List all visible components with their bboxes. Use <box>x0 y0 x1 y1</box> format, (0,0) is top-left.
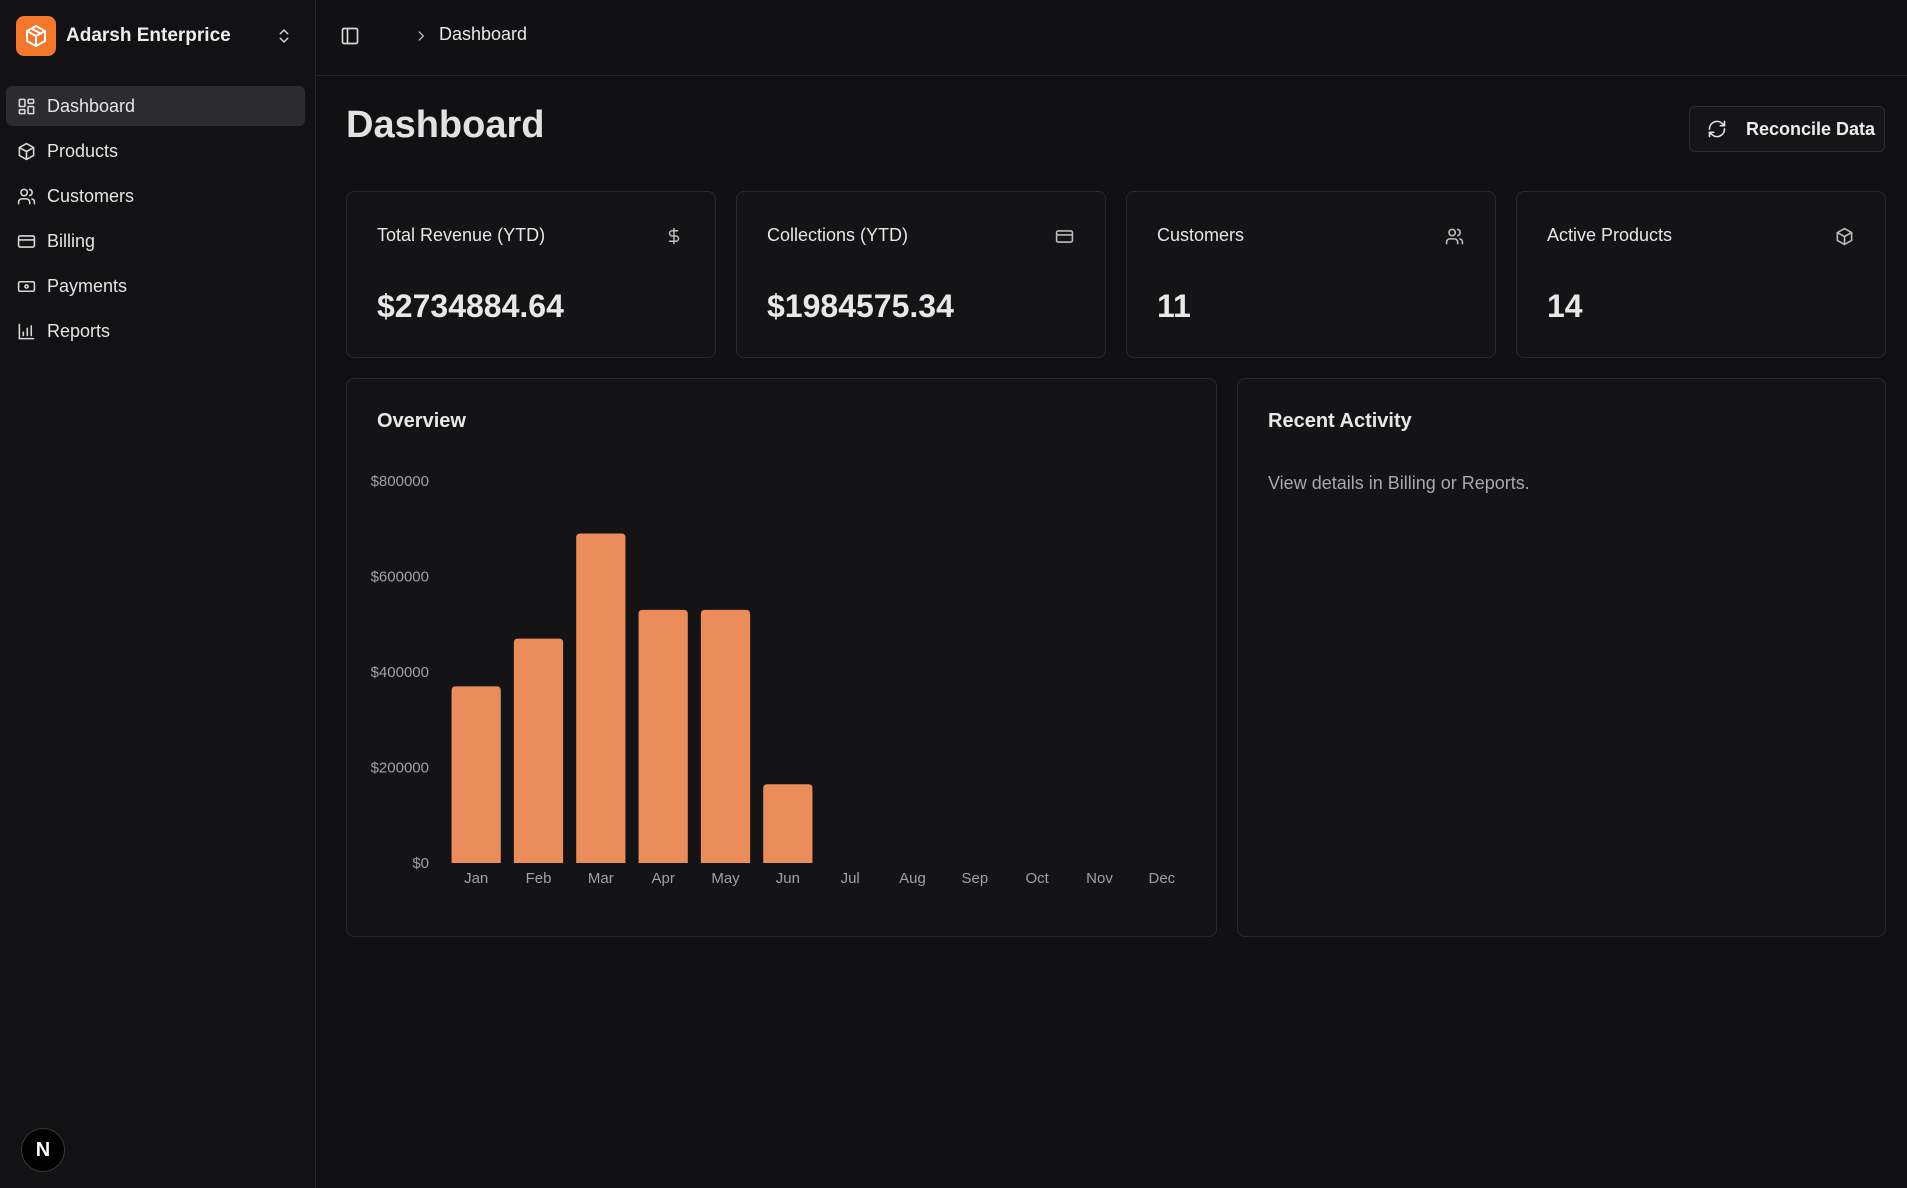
y-tick-label: $800000 <box>371 473 429 490</box>
x-tick-label: Nov <box>1086 870 1113 887</box>
recent-activity-text: View details in Billing or Reports. <box>1268 473 1530 493</box>
reconcile-label: Reconcile Data <box>1746 118 1876 139</box>
x-tick-label: Dec <box>1148 870 1175 887</box>
sidebar-nav: Dashboard Products Customers <box>6 86 305 356</box>
sidebar-item-label: Products <box>47 140 119 161</box>
x-tick-label: Mar <box>588 870 614 887</box>
x-tick-label: Jul <box>841 870 860 887</box>
x-tick-label: Oct <box>1025 870 1049 887</box>
stat-value: 14 <box>1547 288 1583 324</box>
stat-label: Total Revenue (YTD) <box>377 225 546 245</box>
y-tick-label: $400000 <box>371 664 429 681</box>
sidebar-item-label: Customers <box>47 185 135 206</box>
reconcile-data-button[interactable]: Reconcile Data <box>1689 106 1885 152</box>
overview-bar-chart: $0 $200000 $400000 $600000 $800000 Jan Feb Mar A… <box>371 473 1176 887</box>
stat-value: $1984575.34 <box>767 288 954 324</box>
stat-card-customers: Customers 11 <box>1126 191 1496 358</box>
bar-mar[interactable] <box>576 533 626 863</box>
y-tick-label: $600000 <box>371 569 429 586</box>
sidebar-item-payments[interactable]: Payments <box>6 266 305 306</box>
breadcrumb: Dashboard <box>439 24 528 44</box>
credit-card-icon <box>1053 225 1075 247</box>
y-tick-label: $0 <box>412 855 429 872</box>
sidebar-item-label: Billing <box>47 230 96 251</box>
sidebar-item-billing[interactable]: Billing <box>6 221 305 261</box>
overview-title: Overview <box>377 410 466 432</box>
x-tick-label: Jun <box>776 870 800 887</box>
package-icon <box>1833 225 1855 247</box>
page-title: Dashboard <box>346 104 545 146</box>
sidebar-item-label: Reports <box>47 320 111 341</box>
sidebar-item-reports[interactable]: Reports <box>6 311 305 351</box>
stat-label: Active Products <box>1547 225 1673 245</box>
recent-activity-card: Recent Activity View details in Billing … <box>1237 378 1886 937</box>
sidebar-item-label: Payments <box>47 275 128 296</box>
users-icon <box>1443 225 1465 247</box>
sidebar: Adarsh Enterprice Dashboard Products <box>0 0 316 1188</box>
x-tick-label: Feb <box>526 870 552 887</box>
users-icon <box>16 186 36 206</box>
y-tick-label: $200000 <box>371 760 429 777</box>
bar-jun[interactable] <box>763 784 813 863</box>
stat-card-active-products: Active Products 14 <box>1516 191 1886 358</box>
stat-value: 11 <box>1157 288 1191 324</box>
credit-card-icon <box>16 231 36 251</box>
stat-value: $2734884.64 <box>377 288 564 324</box>
top-bar: Dashboard <box>317 0 1907 76</box>
org-switcher[interactable]: Adarsh Enterprice <box>16 16 300 56</box>
dashboard-grid-icon <box>16 96 36 116</box>
sidebar-item-customers[interactable]: Customers <box>6 176 305 216</box>
sidebar-item-products[interactable]: Products <box>6 131 305 171</box>
bar-jan[interactable] <box>451 686 501 863</box>
recent-activity-title: Recent Activity <box>1268 410 1412 432</box>
dollar-icon <box>663 225 685 247</box>
dev-tools-badge[interactable]: N <box>21 1128 65 1172</box>
x-tick-label: Aug <box>899 870 926 887</box>
banknote-icon <box>16 276 36 296</box>
sidebar-item-label: Dashboard <box>47 95 136 116</box>
stat-label: Customers <box>1157 225 1245 245</box>
brand-logo-icon <box>16 16 56 56</box>
x-tick-label: Apr <box>651 870 674 887</box>
sidebar-toggle-icon[interactable] <box>338 24 362 48</box>
stat-card-revenue: Total Revenue (YTD) $2734884.64 <box>346 191 716 358</box>
refresh-icon <box>1706 118 1728 140</box>
org-name: Adarsh Enterprice <box>66 25 231 46</box>
chevron-right-icon <box>411 26 431 46</box>
chevrons-up-down-icon <box>272 24 296 48</box>
bar-apr[interactable] <box>638 609 688 863</box>
bar-feb[interactable] <box>513 638 564 863</box>
x-tick-label: May <box>711 870 740 887</box>
x-tick-label: Sep <box>961 870 988 887</box>
bar-may[interactable] <box>700 609 751 863</box>
overview-card: Overview $0 $200000 $400000 $600000 $800000 J… <box>346 378 1217 937</box>
stat-label: Collections (YTD) <box>767 225 909 245</box>
bar-chart-icon <box>16 321 36 341</box>
sidebar-item-dashboard[interactable]: Dashboard <box>6 86 305 126</box>
package-icon <box>16 141 36 161</box>
x-tick-label: Jan <box>464 870 488 887</box>
stat-card-collections: Collections (YTD) $1984575.34 <box>736 191 1106 358</box>
